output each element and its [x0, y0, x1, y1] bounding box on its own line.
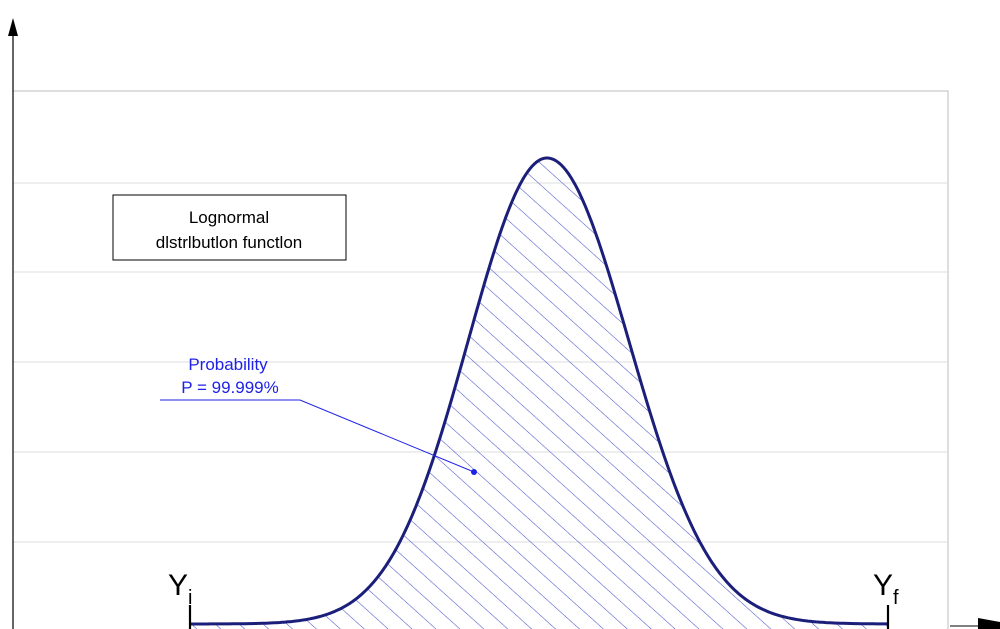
density-curve: [190, 156, 888, 626]
legend-line-1: Lognormal: [189, 208, 269, 227]
y-axis-arrow: [8, 18, 18, 36]
x-axis-arrow: [978, 618, 1000, 629]
annotation-line-1: Probability: [188, 355, 268, 374]
annotation-point: [471, 469, 477, 475]
legend-line-2: dlstrlbutlon functlon: [156, 233, 302, 252]
annotation-leader: [160, 399, 475, 473]
lower-bound-label: Yi: [168, 569, 192, 609]
probability-area: [190, 158, 888, 629]
upper-bound-label: Yf: [873, 569, 899, 609]
legend-box: [112, 194, 347, 261]
annotation-line-2: P = 99.999%: [181, 378, 279, 397]
